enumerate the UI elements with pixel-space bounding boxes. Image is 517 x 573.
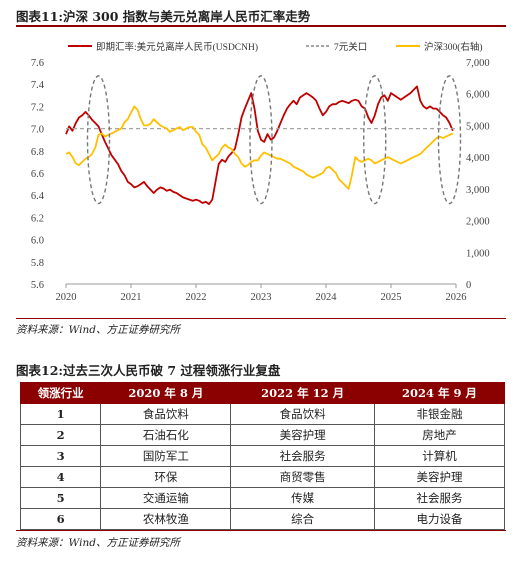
y-left-tick-label: 6.8 [31, 147, 44, 158]
y-left-tick-label: 6.6 [31, 169, 44, 180]
highlight-ellipse [437, 75, 462, 205]
table-cell: 非银金融 [373, 403, 506, 425]
title-rule [16, 25, 506, 27]
x-tick-label: 2020 [56, 292, 77, 303]
source-rule [16, 318, 506, 319]
rank-cell: 2 [19, 424, 102, 446]
table-row: 4 环保 商贸零售 美容护理 [19, 466, 506, 488]
header-sector: 领涨行业 [19, 382, 102, 404]
table-cell: 美容护理 [373, 466, 506, 488]
y-left-tick-label: 7.6 [31, 58, 44, 69]
x-tick-label: 2023 [251, 292, 272, 303]
series-line [65, 85, 454, 206]
table-cell: 计算机 [373, 445, 506, 467]
x-tick-label: 2026 [446, 292, 467, 303]
y-right-tick-label: 4,000 [466, 153, 490, 164]
table-cell: 交通运输 [100, 487, 232, 509]
x-tick-label: 2021 [121, 292, 142, 303]
rank-cell: 5 [19, 487, 102, 509]
rank-cell: 1 [19, 403, 102, 425]
series-line [65, 105, 454, 190]
chart: 即期汇率:美元兑离岸人民币(USDCNH) 7元关口 沪深300(右轴) 7.67.… [31, 41, 490, 303]
table-header-row: 领涨行业 2020 年 8 月 2022 年 12 月 2024 年 9 月 [19, 382, 506, 404]
y-right-tick-label: 3,000 [466, 185, 490, 196]
table-row: 5 交通运输 传媒 社会服务 [19, 487, 506, 509]
chart-axes: 7.6 7.4 7.2 7.0 6.8 6.6 6.4 6.2 6.0 5.8 5.6 7,000 6,… [31, 58, 490, 303]
chart-legend: 即期汇率:美元兑离岸人民币(USDCNH) 7元关口 沪深300(右轴) [68, 41, 483, 53]
y-right-tick-label: 7,000 [466, 58, 490, 69]
rank-cell: 3 [19, 445, 102, 467]
y-left-tick-label: 7.2 [31, 102, 44, 113]
legend-label: 即期汇率:美元兑离岸人民币(USDCNH) [96, 41, 258, 53]
chart-plot [65, 75, 462, 206]
table-cell: 社会服务 [230, 445, 375, 467]
header-2024: 2024 年 9 月 [373, 382, 506, 404]
table-cell: 商贸零售 [230, 466, 375, 488]
rank-cell: 4 [19, 466, 102, 488]
table-source-rule [16, 530, 506, 531]
header-2020: 2020 年 8 月 [100, 382, 232, 404]
y-left-tick-label: 6.2 [31, 213, 44, 224]
table-cell: 电力设备 [373, 508, 506, 530]
table-source: 资料来源：Wind、方正证券研究所 [16, 537, 180, 549]
highlight-ellipse [363, 75, 387, 205]
y-right-tick-label: 2,000 [466, 217, 490, 228]
y-left-tick-label: 5.8 [31, 258, 44, 269]
y-right-tick-label: 0 [466, 280, 471, 291]
sector-table: 领涨行业 2020 年 8 月 2022 年 12 月 2024 年 9 月 1… [19, 382, 506, 530]
table-cell: 传媒 [230, 487, 375, 509]
highlight-ellipse [249, 75, 273, 205]
y-left-tick-label: 6.4 [31, 191, 45, 202]
table-cell: 综合 [230, 508, 375, 530]
figure-source: 资料来源：Wind、方正证券研究所 [16, 324, 180, 336]
highlight-ellipse [86, 75, 111, 205]
table-cell: 农林牧渔 [100, 508, 232, 530]
table-cell: 环保 [100, 466, 232, 488]
y-left-tick-label: 5.6 [31, 280, 44, 291]
table-cell: 房地产 [373, 424, 506, 446]
legend-label: 沪深300(右轴) [424, 41, 483, 53]
y-left-tick-label: 6.0 [31, 236, 44, 247]
table-row: 2 石油石化 美容护理 房地产 [19, 424, 506, 446]
table-cell: 食品饮料 [230, 403, 375, 425]
x-tick-label: 2025 [381, 292, 402, 303]
y-left-tick-label: 7.4 [31, 80, 45, 91]
y-right-tick-label: 6,000 [466, 90, 490, 101]
table-cell: 美容护理 [230, 424, 375, 446]
table-row: 6 农林牧渔 综合 电力设备 [19, 508, 506, 530]
y-right-tick-label: 1,000 [466, 248, 490, 259]
table-cell: 石油石化 [100, 424, 232, 446]
legend-label: 7元关口 [334, 41, 367, 53]
header-2022: 2022 年 12 月 [230, 382, 375, 404]
table-row: 3 国防军工 社会服务 计算机 [19, 445, 506, 467]
table-cell: 食品饮料 [100, 403, 232, 425]
y-left-tick-label: 7.0 [31, 125, 44, 136]
figure-title: 图表11:沪深 300 指数与美元兑离岸人民币汇率走势 [16, 9, 311, 24]
y-right-tick-label: 5,000 [466, 121, 490, 132]
table-title: 图表12:过去三次人民币破 7 过程领涨行业复盘 [16, 363, 281, 378]
table-cell: 社会服务 [373, 487, 506, 509]
table-cell: 国防军工 [100, 445, 232, 467]
x-tick-label: 2024 [316, 292, 338, 303]
table-row: 1 食品饮料 食品饮料 非银金融 [19, 403, 506, 425]
rank-cell: 6 [19, 508, 102, 530]
x-tick-label: 2022 [186, 292, 207, 303]
